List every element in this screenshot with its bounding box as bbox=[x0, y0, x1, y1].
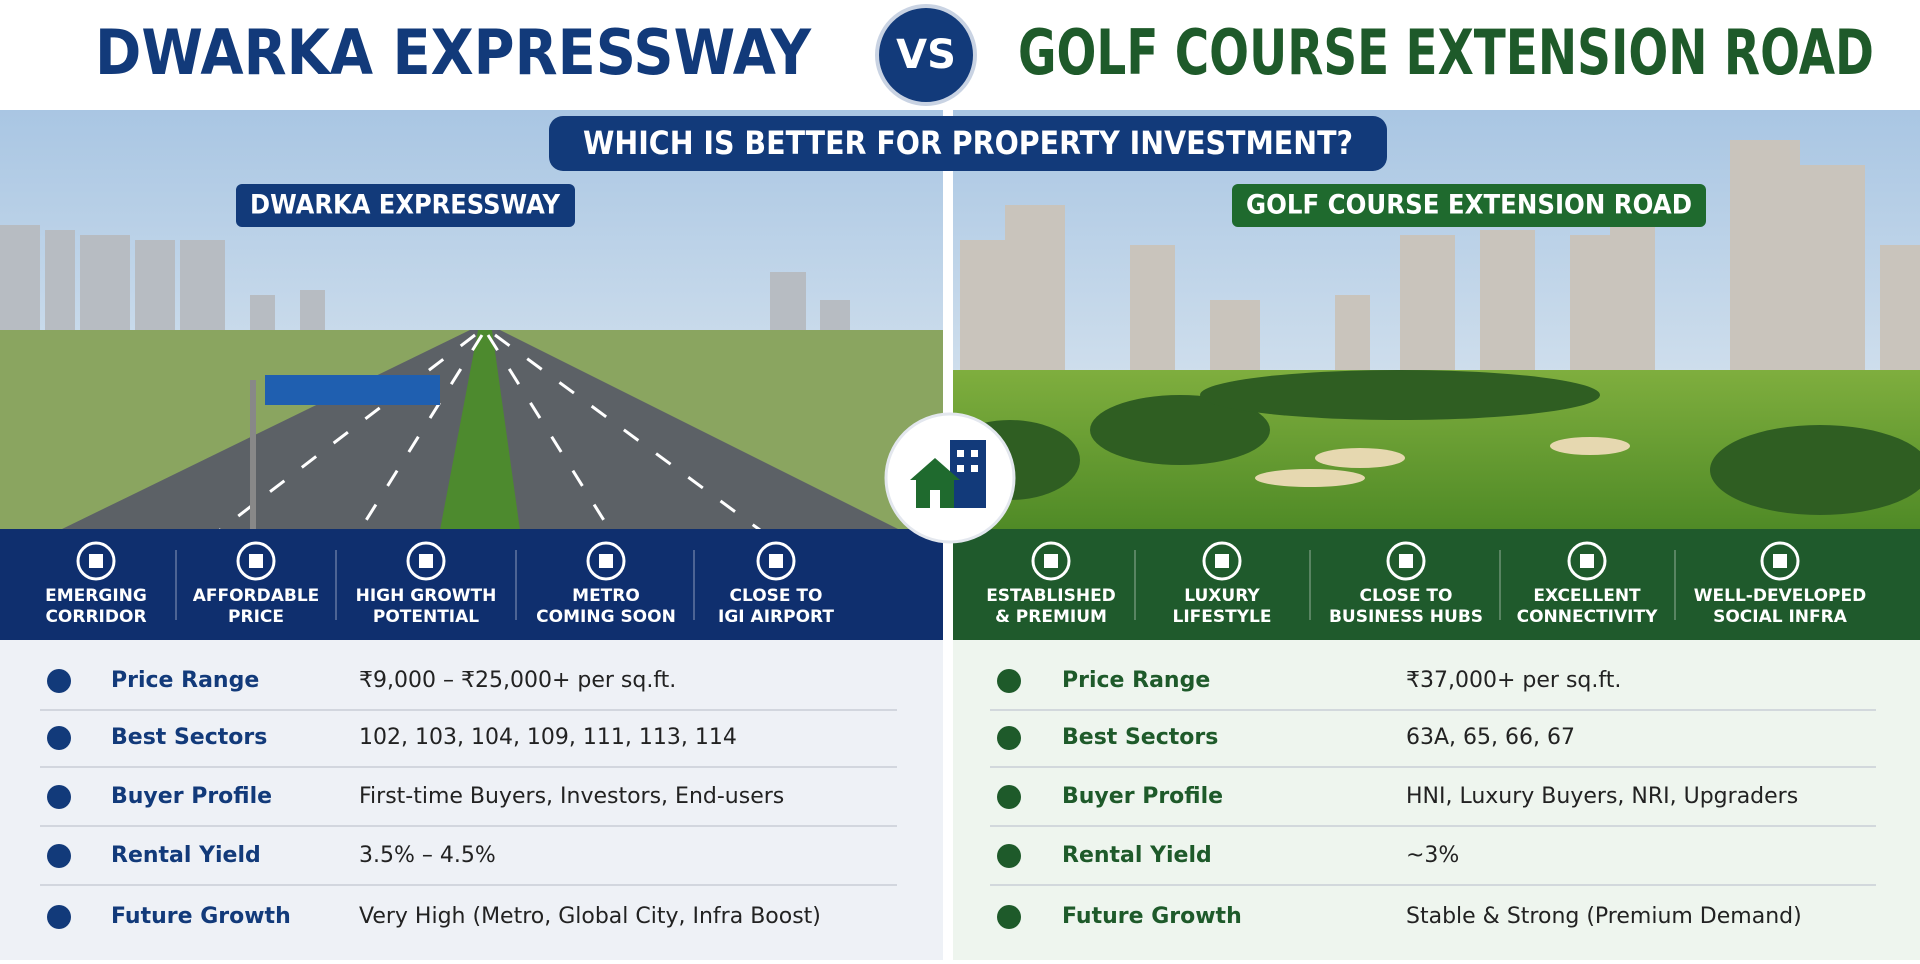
feature-icon bbox=[76, 541, 116, 581]
left-photo bbox=[0, 110, 943, 532]
row-value: 3.5% – 4.5% bbox=[359, 843, 496, 868]
row-icon bbox=[997, 669, 1021, 693]
vs-text: VS bbox=[896, 32, 956, 78]
right-table bbox=[953, 640, 1920, 960]
feature-icon-detail bbox=[599, 554, 613, 568]
feature-label: WELL-DEVELOPED bbox=[1694, 586, 1866, 606]
row-icon bbox=[997, 905, 1021, 929]
row-label: Rental Yield bbox=[1062, 843, 1212, 868]
row-icon bbox=[997, 726, 1021, 750]
right-label: GOLF COURSE EXTENSION ROAD bbox=[1246, 190, 1692, 221]
left-label: DWARKA EXPRESSWAY bbox=[250, 190, 560, 221]
row-label: Future Growth bbox=[111, 904, 291, 929]
feature-label: COMING SOON bbox=[536, 607, 676, 627]
row-label: Price Range bbox=[111, 668, 259, 693]
row-icon bbox=[47, 726, 71, 750]
feature-label: EXCELLENT bbox=[1533, 586, 1641, 606]
row-icon bbox=[997, 844, 1021, 868]
feature-icon-detail bbox=[1044, 554, 1058, 568]
right-photo bbox=[940, 110, 1920, 530]
feature-icon bbox=[586, 541, 626, 581]
feature-icon bbox=[1567, 541, 1607, 581]
feature-icon-detail bbox=[1399, 554, 1413, 568]
feature-label: POTENTIAL bbox=[373, 607, 479, 627]
feature-icon bbox=[1202, 541, 1242, 581]
row-icon bbox=[47, 905, 71, 929]
feature-label: IGI AIRPORT bbox=[718, 607, 834, 627]
center-icon bbox=[884, 412, 1016, 544]
row-value: ₹37,000+ per sq.ft. bbox=[1406, 668, 1621, 693]
row-icon bbox=[47, 844, 71, 868]
feature-label: SOCIAL INFRA bbox=[1713, 607, 1848, 627]
row-label: Rental Yield bbox=[111, 843, 261, 868]
subtitle-pill bbox=[549, 116, 1387, 171]
feature-label: PRICE bbox=[228, 607, 284, 627]
row-value: ₹9,000 – ₹25,000+ per sq.ft. bbox=[359, 668, 676, 693]
feature-icon-detail bbox=[1215, 554, 1229, 568]
row-icon bbox=[997, 785, 1021, 809]
row-label: Future Growth bbox=[1062, 904, 1242, 929]
right-label-pill bbox=[1232, 184, 1706, 227]
feature-label: CLOSE TO bbox=[730, 586, 823, 606]
feature-label: AFFORDABLE bbox=[193, 586, 320, 606]
feature-label: CONNECTIVITY bbox=[1517, 607, 1658, 627]
subtitle: WHICH IS BETTER FOR PROPERTY INVESTMENT? bbox=[583, 124, 1353, 162]
feature-icon-detail bbox=[419, 554, 433, 568]
feature-icon-detail bbox=[1773, 554, 1787, 568]
row-value: Stable & Strong (Premium Demand) bbox=[1406, 904, 1802, 929]
row-value: HNI, Luxury Buyers, NRI, Upgraders bbox=[1406, 784, 1798, 809]
feature-icon-detail bbox=[769, 554, 783, 568]
feature-icon bbox=[1386, 541, 1426, 581]
feature-icon bbox=[1031, 541, 1071, 581]
feature-label: METRO bbox=[572, 586, 640, 606]
feature-icon bbox=[1760, 541, 1800, 581]
row-value: ~3% bbox=[1406, 843, 1459, 868]
row-label: Price Range bbox=[1062, 668, 1210, 693]
feature-icon-detail bbox=[1580, 554, 1594, 568]
row-label: Buyer Profile bbox=[111, 784, 272, 809]
feature-label: HIGH GROWTH bbox=[356, 586, 497, 606]
left-table bbox=[0, 640, 943, 960]
left-label-pill bbox=[236, 184, 575, 227]
row-icon bbox=[47, 669, 71, 693]
row-value: 63A, 65, 66, 67 bbox=[1406, 725, 1575, 750]
right-title: GOLF COURSE EXTENSION ROAD bbox=[1018, 16, 1874, 89]
vs-badge bbox=[875, 4, 977, 106]
feature-icon bbox=[756, 541, 796, 581]
left-title: DWARKA EXPRESSWAY bbox=[95, 16, 812, 89]
row-value: First-time Buyers, Investors, End-users bbox=[359, 784, 784, 809]
row-icon bbox=[47, 785, 71, 809]
feature-icon bbox=[406, 541, 446, 581]
row-value: Very High (Metro, Global City, Infra Boo… bbox=[359, 904, 821, 929]
right-feature-band bbox=[953, 529, 1920, 640]
feature-label: CLOSE TO bbox=[1360, 586, 1453, 606]
feature-icon-detail bbox=[89, 554, 103, 568]
feature-label: CORRIDOR bbox=[45, 607, 146, 627]
feature-label: & PREMIUM bbox=[995, 607, 1107, 627]
feature-label: ESTABLISHED bbox=[986, 586, 1116, 606]
feature-icon-detail bbox=[249, 554, 263, 568]
feature-label: EMERGING bbox=[45, 586, 147, 606]
row-value: 102, 103, 104, 109, 111, 113, 114 bbox=[359, 725, 737, 750]
feature-icon bbox=[236, 541, 276, 581]
feature-label: BUSINESS HUBS bbox=[1329, 607, 1483, 627]
feature-label: LUXURY bbox=[1184, 586, 1260, 606]
row-label: Buyer Profile bbox=[1062, 784, 1223, 809]
row-label: Best Sectors bbox=[111, 725, 267, 750]
feature-label: LIFESTYLE bbox=[1173, 607, 1272, 627]
row-label: Best Sectors bbox=[1062, 725, 1218, 750]
